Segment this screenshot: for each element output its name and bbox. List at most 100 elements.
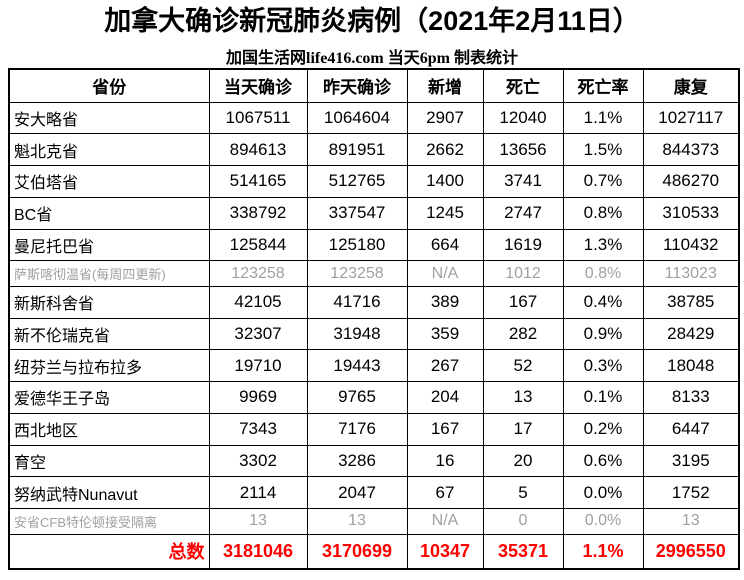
table-row-6: 新斯科舍省 42105 41716 389 167 0.4% 38785 (8, 285, 740, 319)
cell-value: 1400 (406, 165, 484, 198)
cell-value: 9765 (306, 381, 408, 414)
cell-value: 13 (208, 508, 308, 535)
cell-value: 110432 (642, 228, 740, 262)
cell-value: 310533 (642, 196, 740, 230)
table-head: 省份 当天确诊 昨天确诊 新增 死亡 死亡率 康复 (8, 68, 740, 103)
cell-value: 1012 (482, 260, 564, 287)
cell-value: 1.5% (562, 133, 644, 167)
cell-value: 664 (406, 228, 484, 262)
cell-value: 42105 (208, 285, 308, 319)
cell-value: 3195 (642, 444, 740, 478)
cell-value: 2047 (306, 476, 408, 510)
cell-value: 13656 (482, 133, 564, 167)
table-row-0: 安大略省 1067511 1064604 2907 12040 1.1% 1027117 (8, 101, 740, 135)
cell-value: 2747 (482, 196, 564, 230)
cell-value: 12040 (482, 101, 564, 135)
table-row-10: 西北地区 7343 7176 167 17 0.2% 6447 (8, 412, 740, 446)
cell-value: 20 (482, 444, 564, 478)
cell-value: 167 (406, 412, 484, 446)
cell-value: 9969 (208, 381, 308, 414)
cell-value: 267 (406, 349, 484, 383)
cell-value: 19443 (306, 349, 408, 383)
cell-value: 512765 (306, 165, 408, 198)
cell-value: 8133 (642, 381, 740, 414)
cell-province: 安省CFB特伦顿接受隔离 (8, 508, 210, 535)
cell-value: N/A (406, 260, 484, 287)
cell-value: N/A (406, 508, 484, 535)
cell-province: 纽芬兰与拉布拉多 (8, 349, 210, 383)
cell-value: 0.4% (562, 285, 644, 319)
cell-value: 1027117 (642, 101, 740, 135)
header-cell-4: 死亡 (482, 68, 564, 103)
cell-value: 0.9% (562, 317, 644, 351)
cell-value: 52 (482, 349, 564, 383)
cell-value: 3286 (306, 444, 408, 478)
table-row-3: BC省 338792 337547 1245 2747 0.8% 310533 (8, 196, 740, 230)
cell-value: 0 (482, 508, 564, 535)
cell-value: 31948 (306, 317, 408, 351)
cell-value: 204 (406, 381, 484, 414)
cell-value: 6447 (642, 412, 740, 446)
cell-province: 曼尼托巴省 (8, 228, 210, 262)
cell-value: 113023 (642, 260, 740, 287)
cell-value: 1.1% (562, 101, 644, 135)
header-cell-5: 死亡率 (562, 68, 644, 103)
cell-value: 338792 (208, 196, 308, 230)
page-title: 加拿大确诊新冠肺炎病例（2021年2月11日） (104, 6, 640, 36)
cell-value: 2662 (406, 133, 484, 167)
cell-province: 努纳武特Nunavut (8, 476, 210, 510)
cell-value: 3170699 (306, 533, 408, 570)
cell-value: 1.3% (562, 228, 644, 262)
cell-value: 1619 (482, 228, 564, 262)
cell-value: 0.3% (562, 349, 644, 383)
cell-value: 1067511 (208, 101, 308, 135)
cell-value: 41716 (306, 285, 408, 319)
cell-value: 38785 (642, 285, 740, 319)
page-subtitle: 加国生活网life416.com 当天6pm 制表统计 (226, 50, 518, 68)
cell-value: 0.7% (562, 165, 644, 198)
cell-value: 486270 (642, 165, 740, 198)
cell-value: 125844 (208, 228, 308, 262)
cell-value: 0.6% (562, 444, 644, 478)
cell-value: 10347 (406, 533, 484, 570)
cell-value: 67 (406, 476, 484, 510)
cell-value: 16 (406, 444, 484, 478)
header-cell-1: 当天确诊 (208, 68, 308, 103)
cell-value: 0.2% (562, 412, 644, 446)
table-row-14: 总数 3181046 3170699 10347 35371 1.1% 2996550 (8, 533, 740, 570)
table-body: 安大略省 1067511 1064604 2907 12040 1.1% 1027117 魁北… (8, 101, 740, 570)
table-row-9: 爱德华王子岛 9969 9765 204 13 0.1% 8133 (8, 381, 740, 414)
cell-value: 514165 (208, 165, 308, 198)
cell-value: 123258 (208, 260, 308, 287)
cell-value: 1752 (642, 476, 740, 510)
cell-value: 3181046 (208, 533, 308, 570)
table-row-8: 纽芬兰与拉布拉多 19710 19443 267 52 0.3% 18048 (8, 349, 740, 383)
cell-value: 894613 (208, 133, 308, 167)
cell-province: 爱德华王子岛 (8, 381, 210, 414)
table-row-2: 艾伯塔省 514165 512765 1400 3741 0.7% 486270 (8, 165, 740, 198)
header-cell-6: 康复 (642, 68, 740, 103)
cell-province: 安大略省 (8, 101, 210, 135)
table-row-11: 育空 3302 3286 16 20 0.6% 3195 (8, 444, 740, 478)
cell-province: 西北地区 (8, 412, 210, 446)
table-row-4: 曼尼托巴省 125844 125180 664 1619 1.3% 110432 (8, 228, 740, 262)
cell-value: 13 (306, 508, 408, 535)
table-row-12: 努纳武特Nunavut 2114 2047 67 5 0.0% 1752 (8, 476, 740, 510)
cell-value: 7343 (208, 412, 308, 446)
cell-province: 新斯科舍省 (8, 285, 210, 319)
table-row-5: 萨斯喀彻温省(每周四更新) 123258 123258 N/A 1012 0.8% 1130… (8, 260, 740, 287)
header-cell-3: 新增 (406, 68, 484, 103)
cell-province: 新不伦瑞克省 (8, 317, 210, 351)
cell-value: 2114 (208, 476, 308, 510)
cell-value: 891951 (306, 133, 408, 167)
table-row-1: 魁北克省 894613 891951 2662 13656 1.5% 844373 (8, 133, 740, 167)
cell-value: 3741 (482, 165, 564, 198)
cell-value: 19710 (208, 349, 308, 383)
cell-value: 167 (482, 285, 564, 319)
cell-value: 13 (482, 381, 564, 414)
cell-value: 5 (482, 476, 564, 510)
cell-value: 0.1% (562, 381, 644, 414)
cell-value: 0.0% (562, 508, 644, 535)
cell-value: 0.8% (562, 260, 644, 287)
